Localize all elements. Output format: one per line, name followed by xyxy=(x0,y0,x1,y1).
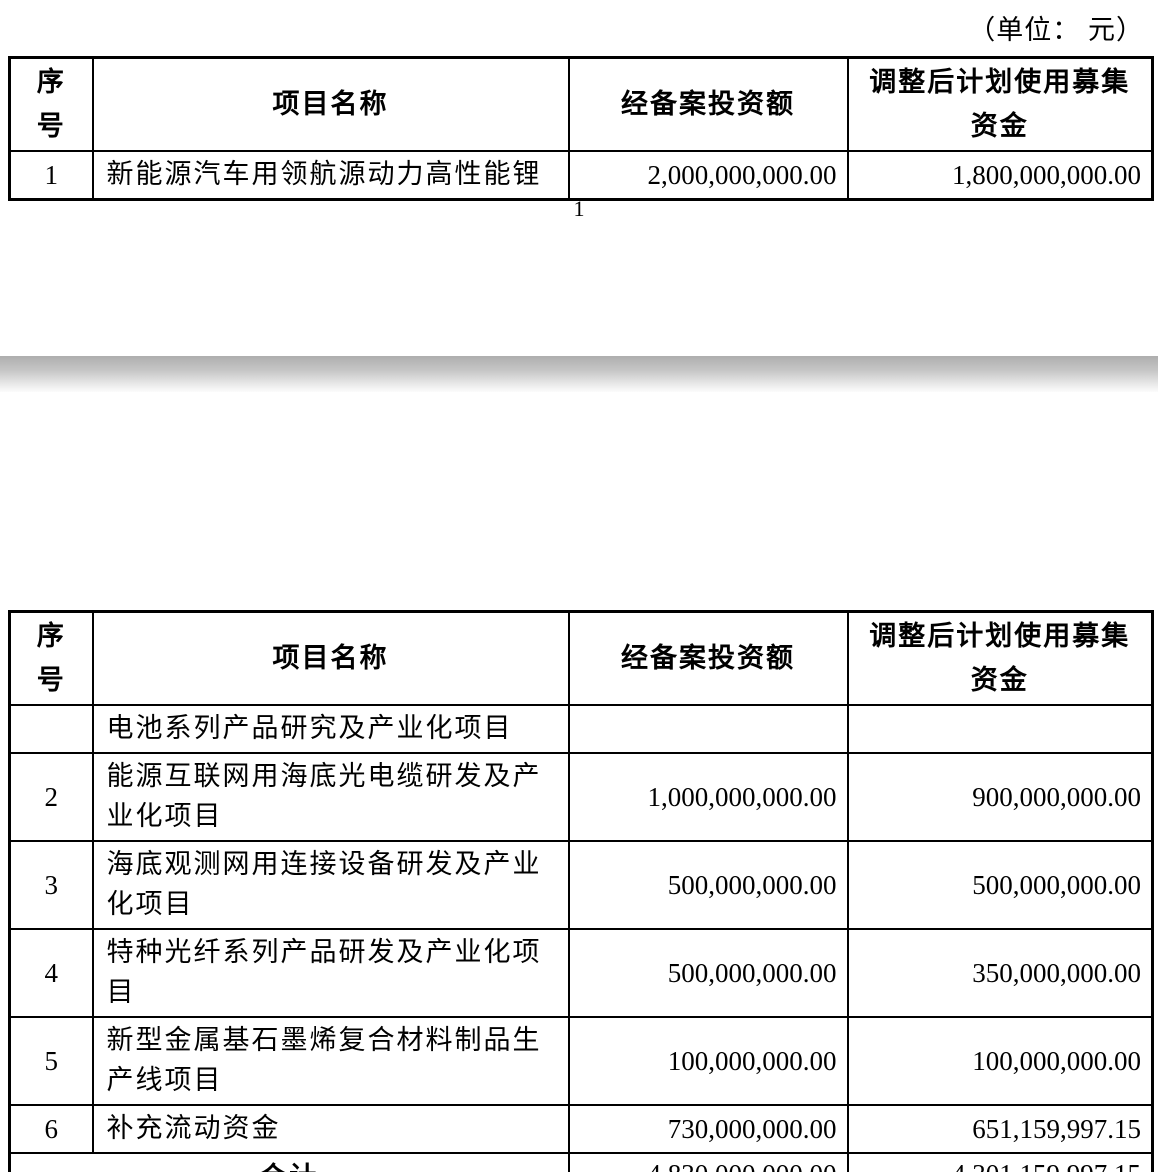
project-name-cell: 能源互联网用海底光电缆研发及产 业化项目 xyxy=(91,752,570,843)
col-header-project-name: 项目名称 xyxy=(91,56,570,153)
filed-investment-cell: 500,000,000.00 xyxy=(567,840,849,931)
table-row: 5 新型金属基石墨烯复合材料制品生 产线项目 100,000,000.00 10… xyxy=(8,1016,1154,1107)
col-header-filed-investment: 经备案投资额 xyxy=(567,610,849,707)
col-header-serial: 序 号 xyxy=(8,610,94,707)
serial-cell: 2 xyxy=(8,752,94,843)
page-number: 1 xyxy=(573,196,585,221)
adjusted-funds-cell: 350,000,000.00 xyxy=(846,928,1154,1019)
project-name-cell: 海底观测网用连接设备研发及产业 化项目 xyxy=(91,840,570,931)
project-name-cell: 新能源汽车用领航源动力高性能锂 xyxy=(91,150,570,201)
adjusted-funds-cell: 651,159,997.15 xyxy=(846,1104,1154,1154)
table-row: 3 海底观测网用连接设备研发及产业 化项目 500,000,000.00 500… xyxy=(8,840,1154,931)
project-name-cell: 新型金属基石墨烯复合材料制品生 产线项目 xyxy=(91,1016,570,1107)
table-header-row: 序 号 项目名称 经备案投资额 调整后计划使用募集 资金 xyxy=(8,610,1154,707)
adjusted-funds-cell: 900,000,000.00 xyxy=(846,752,1154,843)
table-header-row: 序 号 项目名称 经备案投资额 调整后计划使用募集 资金 xyxy=(8,56,1154,153)
filed-investment-cell: 1,000,000,000.00 xyxy=(567,752,849,843)
table-row: 6 补充流动资金 730,000,000.00 651,159,997.15 xyxy=(8,1104,1154,1154)
col-header-adjusted-funds: 调整后计划使用募集 资金 xyxy=(846,56,1154,153)
table-row: 2 能源互联网用海底光电缆研发及产 业化项目 1,000,000,000.00 … xyxy=(8,752,1154,843)
serial-cell: 6 xyxy=(8,1104,94,1154)
page-separator-bar xyxy=(0,356,1158,392)
adjusted-funds-cell: 1,800,000,000.00 xyxy=(846,150,1154,201)
filed-investment-cell: 100,000,000.00 xyxy=(567,1016,849,1107)
filed-investment-cell: 730,000,000.00 xyxy=(567,1104,849,1154)
adjusted-funds-cell: 500,000,000.00 xyxy=(846,840,1154,931)
filed-investment-cell: 2,000,000,000.00 xyxy=(567,150,849,201)
fundraising-projects-table-page1: 序 号 项目名称 经备案投资额 调整后计划使用募集 资金 1 新能源汽车用领航源… xyxy=(8,56,1154,202)
total-label-cell: 合计 xyxy=(8,1152,570,1172)
adjusted-funds-cell: 100,000,000.00 xyxy=(846,1016,1154,1107)
fundraising-projects-table-page2: 序 号 项目名称 经备案投资额 调整后计划使用募集 资金 电池系列产品研究及产业… xyxy=(8,610,1154,1172)
filed-investment-cell: 500,000,000.00 xyxy=(567,928,849,1019)
filed-investment-cell xyxy=(567,704,849,755)
project-name-cell: 电池系列产品研究及产业化项目 xyxy=(91,704,570,755)
total-adjusted-funds-cell: 4,301,159,997.15 xyxy=(846,1152,1154,1172)
serial-cell xyxy=(8,704,94,755)
unit-label: （单位： 元） xyxy=(968,15,1144,45)
total-filed-investment-cell: 4,830,000,000.00 xyxy=(567,1152,849,1172)
serial-cell: 5 xyxy=(8,1016,94,1107)
serial-cell: 3 xyxy=(8,840,94,931)
adjusted-funds-cell xyxy=(846,704,1154,755)
project-name-cell: 补充流动资金 xyxy=(91,1104,570,1154)
table-row: 4 特种光纤系列产品研发及产业化项 目 500,000,000.00 350,0… xyxy=(8,928,1154,1019)
table-row: 1 新能源汽车用领航源动力高性能锂 2,000,000,000.00 1,800… xyxy=(8,150,1154,201)
serial-cell: 1 xyxy=(8,150,94,201)
col-header-project-name: 项目名称 xyxy=(91,610,570,707)
col-header-serial: 序 号 xyxy=(8,56,94,153)
table-row: 电池系列产品研究及产业化项目 xyxy=(8,704,1154,755)
col-header-adjusted-funds: 调整后计划使用募集 资金 xyxy=(846,610,1154,707)
serial-cell: 4 xyxy=(8,928,94,1019)
table-total-row: 合计 4,830,000,000.00 4,301,159,997.15 xyxy=(8,1152,1154,1172)
project-name-cell: 特种光纤系列产品研发及产业化项 目 xyxy=(91,928,570,1019)
col-header-filed-investment: 经备案投资额 xyxy=(567,56,849,153)
